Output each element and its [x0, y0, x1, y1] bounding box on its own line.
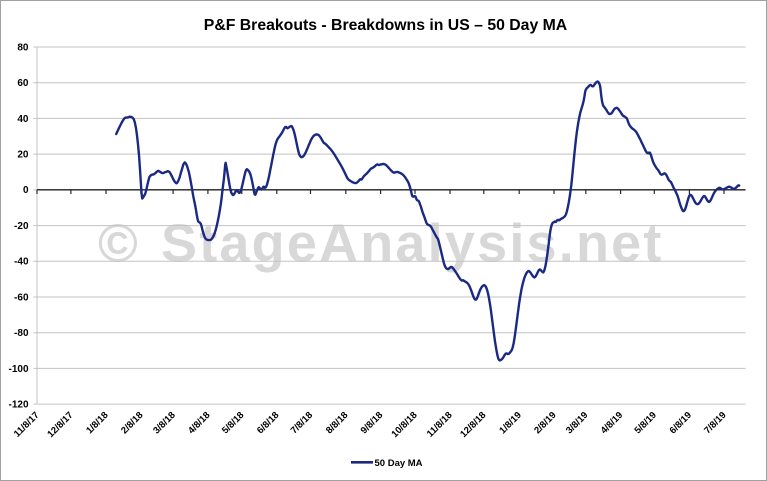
- svg-text:50 Day MA: 50 Day MA: [375, 458, 423, 469]
- svg-text:-120: -120: [8, 400, 28, 411]
- svg-text:0: 0: [23, 185, 29, 196]
- svg-text:-40: -40: [14, 257, 29, 268]
- svg-text:60: 60: [17, 78, 29, 89]
- svg-text:P&F Breakouts - Breakdowns in: P&F Breakouts - Breakdowns in US – 50 Da…: [204, 17, 567, 34]
- svg-text:80: 80: [17, 42, 29, 53]
- svg-text:20: 20: [17, 150, 29, 161]
- svg-text:-100: -100: [8, 364, 28, 375]
- svg-text:-20: -20: [14, 221, 29, 232]
- svg-text:-80: -80: [14, 328, 29, 339]
- svg-text:40: 40: [17, 114, 29, 125]
- svg-text:©: ©: [98, 214, 140, 274]
- svg-text:-60: -60: [14, 292, 29, 303]
- svg-text:StageAnalysis.net: StageAnalysis.net: [161, 214, 664, 274]
